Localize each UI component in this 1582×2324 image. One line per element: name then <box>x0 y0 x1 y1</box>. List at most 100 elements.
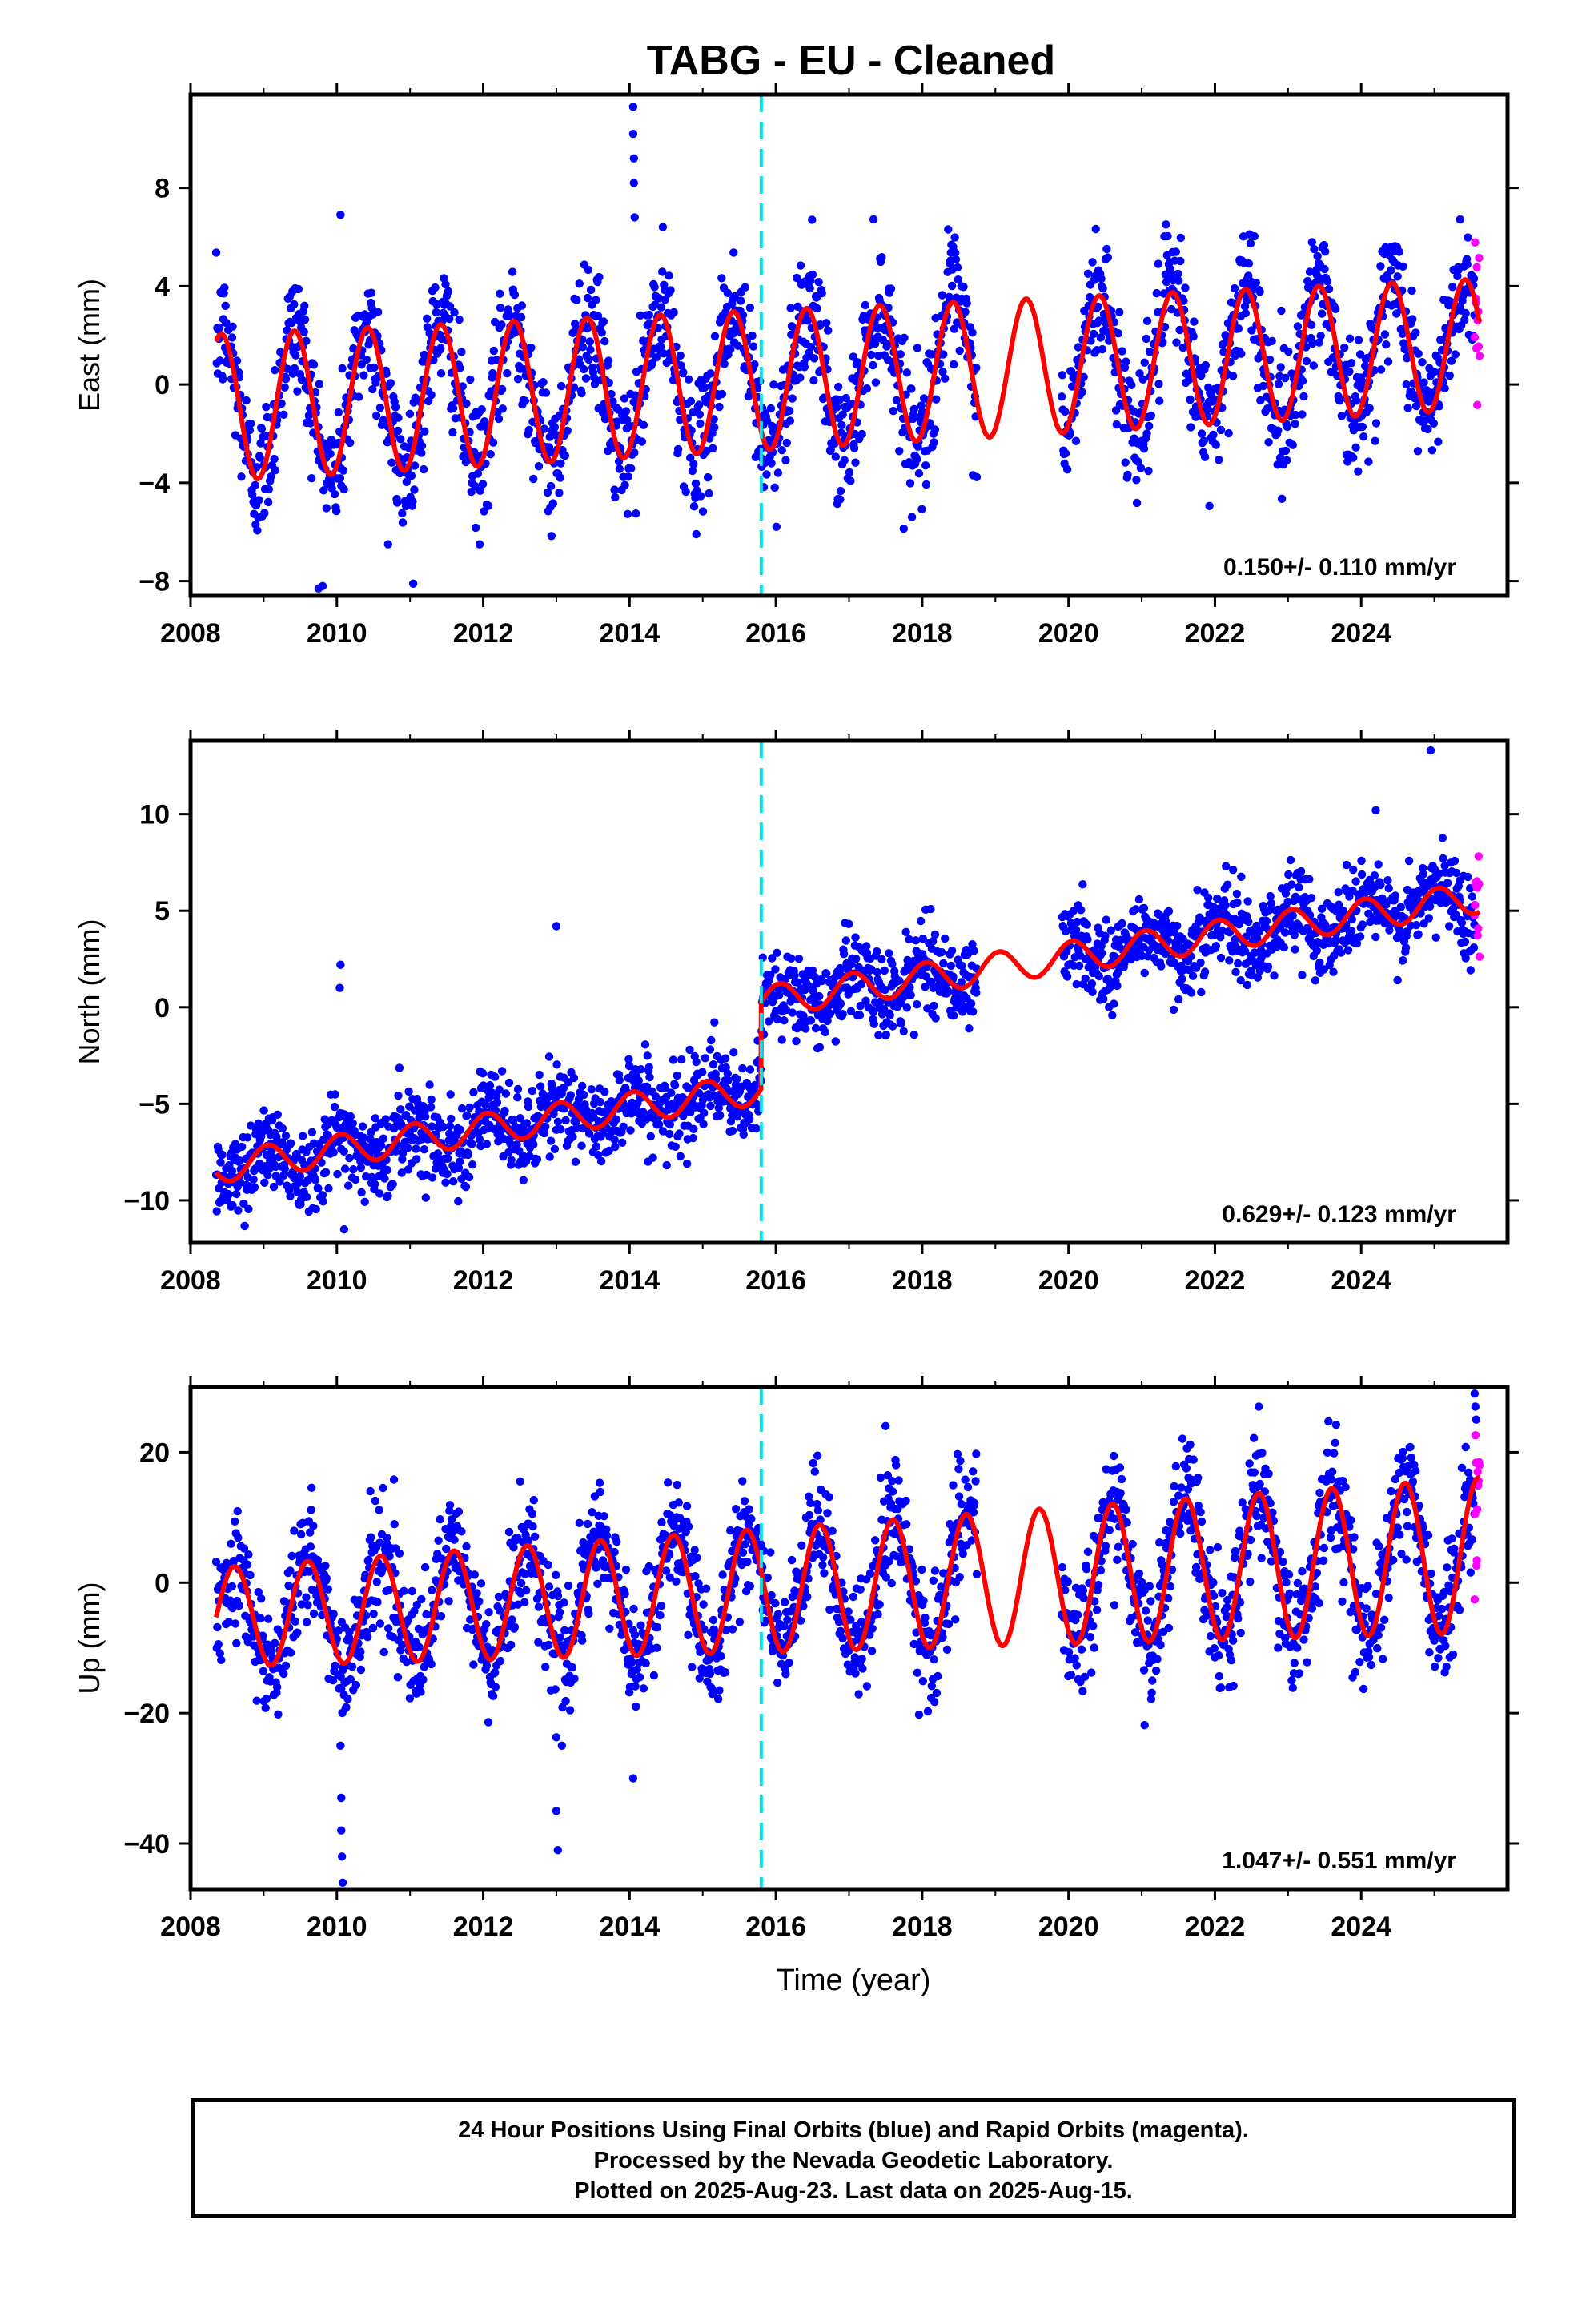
final-point <box>568 1132 577 1141</box>
final-point <box>398 518 408 527</box>
final-point <box>752 1124 761 1133</box>
final-point <box>1335 396 1344 405</box>
final-point <box>899 524 909 533</box>
final-point <box>263 497 273 507</box>
final-point <box>1207 391 1216 400</box>
final-point <box>267 1147 276 1156</box>
final-point <box>445 302 455 311</box>
final-point <box>286 1192 295 1200</box>
final-point <box>394 1091 403 1100</box>
final-point <box>235 1601 243 1610</box>
final-point <box>1176 256 1185 266</box>
final-point <box>1457 919 1467 927</box>
final-point <box>356 1163 366 1172</box>
final-point <box>252 1696 261 1705</box>
final-point <box>529 1140 538 1149</box>
final-point <box>846 1007 856 1016</box>
final-point <box>379 1134 388 1143</box>
final-point <box>343 1695 352 1703</box>
final-point <box>578 343 587 352</box>
y-tick-label: −5 <box>139 1089 170 1120</box>
final-point <box>450 1535 459 1544</box>
final-point <box>421 1193 430 1202</box>
final-point <box>428 1586 436 1595</box>
final-point <box>381 1115 390 1124</box>
final-point <box>811 1023 821 1033</box>
final-point <box>1335 900 1343 909</box>
final-point <box>1452 868 1461 878</box>
final-point <box>821 1027 830 1037</box>
final-point <box>271 366 279 375</box>
final-point <box>257 1594 266 1603</box>
final-point <box>287 1139 295 1148</box>
final-point <box>385 1552 394 1561</box>
final-point <box>280 1164 289 1173</box>
final-point <box>1101 931 1110 940</box>
final-point <box>1419 378 1428 387</box>
final-point <box>752 1100 761 1109</box>
outlier-point <box>335 983 344 992</box>
final-point <box>837 420 846 430</box>
final-point <box>1154 380 1163 388</box>
outlier-point <box>1371 806 1380 815</box>
final-point <box>773 948 781 958</box>
final-point <box>944 987 953 996</box>
final-point <box>869 1007 878 1016</box>
final-point <box>1307 320 1316 329</box>
final-point <box>709 1060 718 1069</box>
velocity-label: 0.629+/- 0.123 mm/yr <box>1222 1201 1456 1228</box>
final-point <box>482 1620 491 1629</box>
final-point <box>244 1550 253 1559</box>
final-point <box>1303 276 1312 286</box>
final-point <box>476 486 484 495</box>
final-point <box>796 373 805 382</box>
final-point <box>1174 276 1183 285</box>
final-point <box>492 1092 501 1100</box>
final-point <box>337 1684 346 1693</box>
final-point <box>1321 247 1330 256</box>
final-point <box>592 1142 601 1151</box>
final-point <box>930 930 940 939</box>
final-point <box>695 410 704 419</box>
final-point <box>1186 396 1195 404</box>
final-point <box>1427 446 1437 455</box>
final-point <box>871 378 881 387</box>
final-point <box>1456 215 1465 224</box>
final-point <box>1139 903 1149 913</box>
final-point <box>274 1710 283 1719</box>
final-point <box>234 1534 243 1542</box>
final-point <box>1464 872 1472 882</box>
final-point <box>527 344 536 352</box>
final-point <box>661 296 669 304</box>
final-point <box>880 966 889 975</box>
final-point <box>650 283 659 292</box>
final-point <box>1174 269 1182 279</box>
final-point <box>1448 283 1457 292</box>
rapid-point <box>1470 332 1480 342</box>
final-point <box>926 977 936 987</box>
final-point <box>482 1661 492 1671</box>
final-point <box>346 1112 355 1121</box>
final-point <box>307 1506 315 1514</box>
final-point <box>892 396 901 404</box>
final-point <box>637 437 647 446</box>
final-point <box>1275 453 1285 462</box>
final-point <box>1250 231 1259 241</box>
final-point <box>297 1600 307 1609</box>
final-point <box>458 382 467 391</box>
final-point <box>730 292 739 301</box>
final-point <box>881 985 889 995</box>
final-point <box>401 1111 411 1120</box>
final-point <box>448 1177 458 1186</box>
final-point <box>1197 371 1206 380</box>
final-point <box>227 1166 237 1176</box>
final-point <box>358 1122 367 1131</box>
final-point <box>926 904 935 914</box>
final-point <box>1083 269 1093 278</box>
final-point <box>492 1098 502 1107</box>
final-point <box>849 444 859 452</box>
final-point <box>1279 943 1289 952</box>
final-point <box>555 411 564 420</box>
final-point <box>1347 915 1357 924</box>
final-point <box>841 936 851 945</box>
